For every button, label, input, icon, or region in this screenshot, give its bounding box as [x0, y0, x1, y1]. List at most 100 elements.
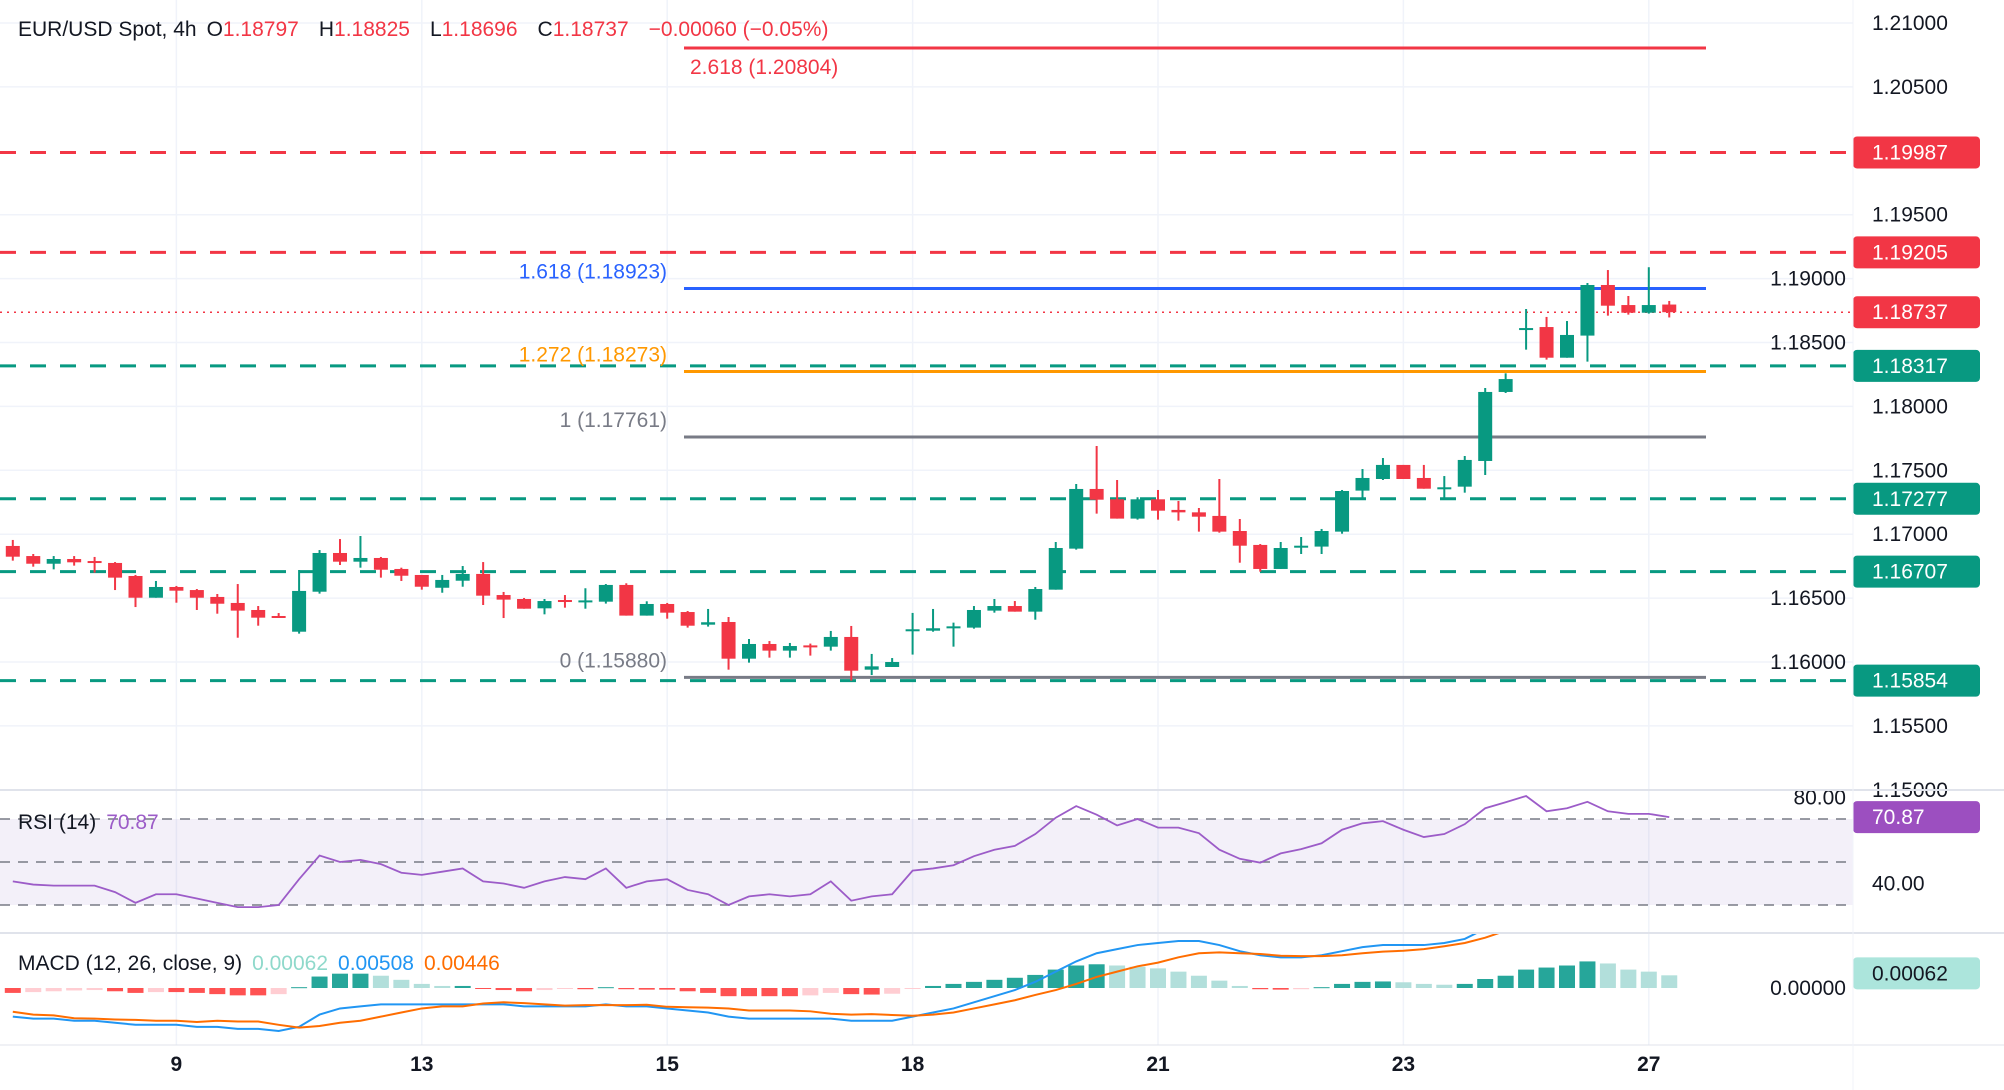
candle-body — [1560, 334, 1574, 358]
price-tick-label: 1.18500 — [1770, 332, 1846, 355]
candle-body — [1171, 509, 1186, 513]
rsi-legend: RSI (14) 70.87 — [18, 811, 169, 835]
macd-histogram-bar — [229, 988, 246, 996]
macd-histogram-bar — [291, 987, 308, 989]
candle-body — [557, 600, 572, 603]
time-axis[interactable]: 9 13 15 18 21 23 27 — [171, 1053, 1661, 1076]
macd-histogram-bar — [1374, 981, 1391, 988]
candle-body — [128, 575, 143, 598]
candle-body — [1457, 459, 1472, 487]
rsi-line — [12, 795, 1670, 909]
candle-body — [414, 574, 429, 587]
macd-histogram-bar — [393, 979, 410, 988]
low-label: L — [429, 18, 442, 41]
macd-histogram-bar — [1313, 987, 1330, 989]
price-label-box — [1853, 664, 1980, 697]
candle-body — [1253, 544, 1268, 569]
macd-histogram-bar — [434, 985, 451, 988]
candle-body — [292, 590, 307, 632]
candle-body — [108, 562, 123, 578]
candle-body — [46, 558, 61, 564]
macd-histogram-bar — [720, 988, 737, 997]
candle-body — [885, 662, 900, 667]
open-label: O — [206, 18, 223, 41]
low-value: 1.18696 — [441, 18, 518, 41]
macd-histogram-bar — [352, 973, 369, 988]
price-tick-label: 1.16000 — [1770, 651, 1846, 674]
candle-body — [353, 557, 368, 562]
macd-legend: MACD (12, 26, close, 9) 0.00062 0.00508 … — [18, 952, 510, 976]
macd-line — [12, 934, 1477, 1032]
price-tick-label: 1.16500 — [1770, 587, 1846, 610]
price-levels: 2.618 (1.20804) 1.618 (1.18923) 1.272 (1.1… — [0, 46, 1853, 683]
candle-body — [844, 636, 859, 671]
macd-histogram-bar — [147, 988, 164, 993]
macd-histogram-bar — [209, 988, 226, 995]
price-tick-label: 1.15500 — [1872, 715, 1948, 738]
symbol-title[interactable]: EUR/USD Spot, 4h — [18, 18, 197, 41]
price-label-box — [1853, 482, 1980, 515]
candle-body — [271, 615, 286, 618]
macd-histogram-bar — [1436, 984, 1453, 988]
candle-body — [67, 558, 82, 563]
macd-histogram-bar — [66, 988, 83, 991]
candle-body — [1519, 328, 1534, 331]
candle-body — [333, 552, 347, 562]
macd-histogram-bar — [1579, 961, 1596, 988]
macd-histogram-bar — [884, 988, 901, 994]
price-label-text: 1.18737 — [1872, 301, 1948, 324]
candle-body — [578, 600, 593, 603]
candle-body — [1151, 499, 1165, 511]
candle-body — [1641, 305, 1656, 313]
macd-histogram-bar — [1211, 980, 1228, 988]
candle-body — [496, 595, 511, 600]
candle-body — [1212, 515, 1227, 532]
macd-histogram-bar — [311, 976, 328, 988]
candle-body — [864, 666, 879, 670]
macd-histogram-bar — [1354, 981, 1371, 988]
price-label-text: 1.15854 — [1872, 670, 1948, 693]
macd-histogram-bar — [1129, 966, 1146, 988]
candle-body — [1498, 379, 1513, 392]
candle-body — [251, 609, 266, 618]
candle-body — [1089, 488, 1104, 500]
macd-histogram-bar — [802, 988, 819, 996]
macd-value-box — [1853, 957, 1980, 990]
macd-pane: 0.00000 0.00062 — [4, 934, 1980, 1032]
macd-histogram-bar — [250, 988, 267, 996]
candle-body — [148, 586, 163, 598]
price-axis[interactable]: 1.21000 1.20500 1.19500 1.19000 1.18500 1.180… — [1770, 12, 1948, 802]
candle-body — [946, 626, 961, 629]
candle-body — [987, 606, 1002, 611]
time-label: 21 — [1146, 1053, 1170, 1076]
macd-histogram-bar — [1661, 975, 1678, 988]
candle-body — [435, 579, 450, 588]
macd-histogram-bar — [1252, 988, 1269, 990]
candle-body — [823, 636, 838, 647]
macd-value-box-text: 0.00062 — [1872, 962, 1948, 985]
macd-title[interactable]: MACD (12, 26, close, 9) — [18, 952, 243, 975]
macd-histogram-bar — [413, 983, 430, 988]
macd-histogram-bar — [1170, 971, 1187, 988]
macd-histogram-bar — [700, 988, 717, 993]
macd-histogram-bar — [1293, 988, 1310, 990]
macd-histogram-bar — [945, 983, 962, 988]
rsi-title[interactable]: RSI (14) — [18, 811, 97, 834]
price-tick-label: 1.19500 — [1872, 204, 1948, 227]
time-label: 18 — [901, 1053, 925, 1076]
price-label-box — [1853, 236, 1980, 269]
macd-histogram-bar — [741, 988, 757, 997]
rsi-value: 70.87 — [106, 811, 159, 834]
price-label-text: 1.17277 — [1872, 488, 1948, 511]
candle-body — [1294, 545, 1309, 548]
macd-histogram-bar — [761, 988, 778, 997]
macd-histogram-bar — [107, 988, 124, 992]
macd-histogram-bar — [1477, 979, 1494, 988]
candle-body — [782, 646, 797, 651]
macd-histogram-bar — [127, 988, 144, 993]
candle-body — [455, 573, 470, 581]
macd-line-value: 0.00508 — [338, 952, 414, 975]
macd-histogram-bar — [822, 988, 839, 993]
candle-body — [1048, 548, 1063, 590]
